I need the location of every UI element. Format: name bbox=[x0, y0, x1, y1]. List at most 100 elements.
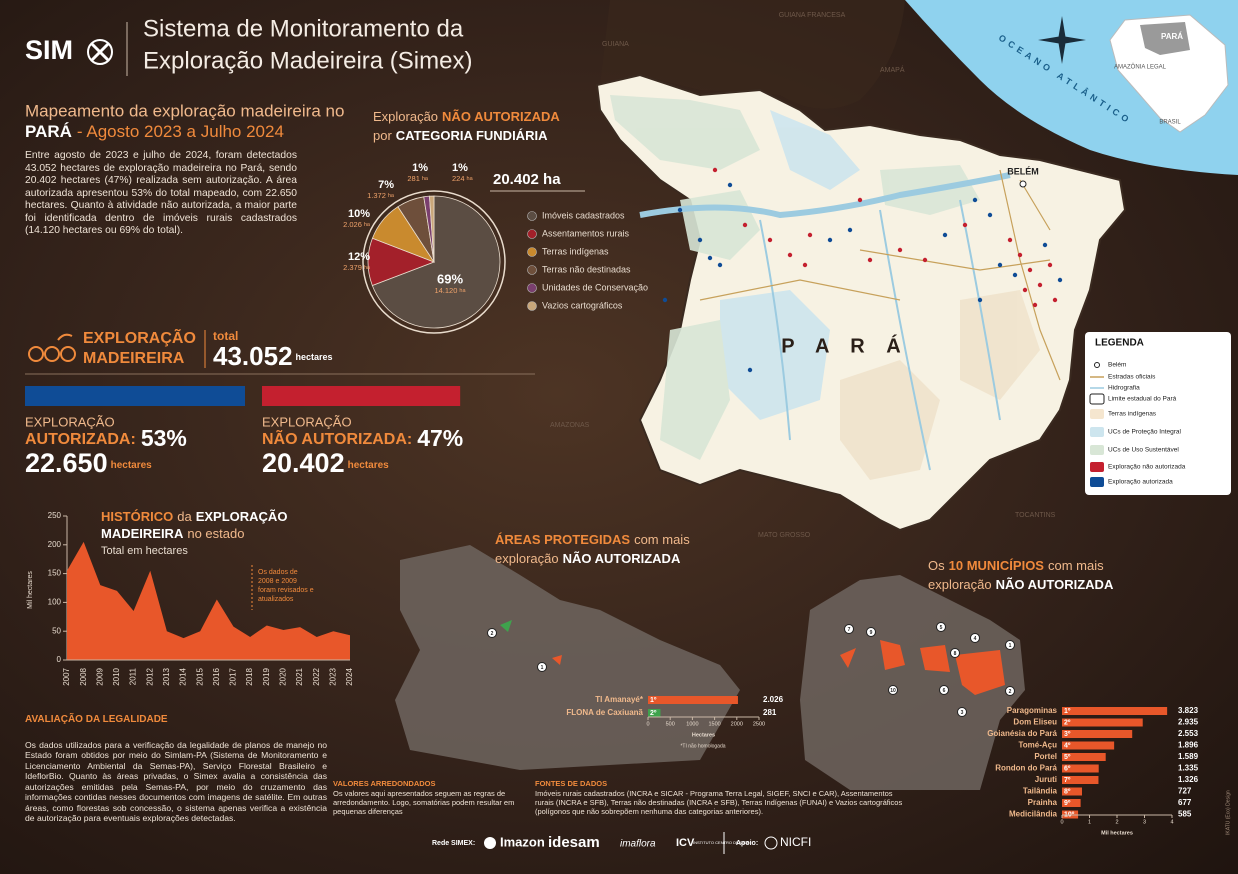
value-label: 2.026 bbox=[763, 695, 784, 704]
exploration-point bbox=[942, 232, 948, 238]
exploration-point bbox=[1042, 242, 1048, 248]
x-tick-label: 2022 bbox=[312, 667, 321, 685]
pie-legend-swatch bbox=[527, 265, 537, 275]
map-marker-label: 3 bbox=[961, 710, 964, 716]
pie-slice bbox=[429, 195, 435, 263]
exploration-point bbox=[987, 212, 993, 218]
partner-sub: INSTITUTO CENTRO DE VIDA bbox=[693, 840, 749, 845]
indigenous-land bbox=[960, 290, 1040, 400]
x-tick-label: 1000 bbox=[686, 721, 698, 727]
category-label: Medicilândia bbox=[1009, 810, 1058, 819]
x-tick-label: 1500 bbox=[708, 721, 720, 727]
value-label: 3.823 bbox=[1178, 706, 1199, 715]
pie-title: por CATEGORIA FUNDIÁRIA bbox=[373, 128, 548, 143]
pie-value: 2.379 bbox=[343, 263, 362, 272]
bar bbox=[648, 709, 661, 717]
neighbor-label: GUIANA bbox=[602, 41, 629, 48]
annotation: foram revisados e bbox=[258, 587, 314, 594]
pie-value: 2.026 bbox=[343, 220, 362, 229]
chart-title: exploração NÃO AUTORIZADA bbox=[495, 551, 681, 566]
x-tick-label: 2012 bbox=[145, 667, 154, 685]
neighbor-label: GUIANA FRANCESA bbox=[779, 12, 846, 19]
y-tick-label: 200 bbox=[48, 540, 62, 549]
pie-ring bbox=[362, 190, 506, 334]
exploration-point bbox=[1032, 302, 1038, 308]
inset-map: PARÁ AMAZÔNIA LEGAL BRASIL bbox=[1109, 14, 1229, 133]
summary-title: MADEIREIRA bbox=[83, 350, 185, 367]
pie-legend-label: Terras não destinadas bbox=[542, 264, 631, 274]
annotation: Os dados de bbox=[258, 569, 298, 576]
legend-swatch bbox=[1090, 427, 1104, 437]
map-marker-label: 2 bbox=[1009, 689, 1012, 695]
rank: 1º bbox=[650, 697, 657, 704]
exploration-point bbox=[1007, 237, 1013, 243]
legend-label: Hidrografia bbox=[1108, 385, 1140, 392]
exploration-point bbox=[747, 367, 753, 373]
summary-label: NÃO AUTORIZADA: 47% bbox=[262, 425, 463, 451]
category-label: Juruti bbox=[1035, 775, 1057, 784]
total-label: total bbox=[213, 329, 238, 343]
chart-title: exploração NÃO AUTORIZADA bbox=[928, 577, 1114, 592]
pie-percent: 1% bbox=[452, 162, 468, 174]
map-marker-label: 7 bbox=[848, 627, 851, 633]
exploration-point bbox=[1057, 277, 1063, 283]
state-silhouette bbox=[395, 545, 740, 770]
map-marker bbox=[1005, 686, 1015, 696]
neighbor-label: AMAPÁ bbox=[880, 65, 905, 74]
pie-slice bbox=[371, 195, 501, 329]
map-marker bbox=[844, 624, 854, 634]
pie-legend-swatch bbox=[527, 283, 537, 293]
summary-label-2: NÃO AUTORIZADA: bbox=[262, 428, 412, 448]
exploration-point bbox=[717, 262, 723, 268]
legend-swatch bbox=[1090, 445, 1104, 455]
summary-title: EXPLORAÇÃO bbox=[83, 327, 196, 347]
map-marker bbox=[487, 628, 497, 638]
category-label: Paragominas bbox=[1007, 706, 1058, 715]
rank: 8º bbox=[1064, 788, 1071, 795]
x-tick-label: 1 bbox=[1088, 819, 1091, 825]
area bbox=[67, 541, 350, 660]
state-silhouette bbox=[800, 575, 1025, 790]
exploration-point bbox=[1027, 267, 1033, 273]
exploration-point bbox=[847, 227, 853, 233]
exploration-point bbox=[802, 262, 808, 268]
x-tick-label: 2014 bbox=[179, 667, 188, 685]
value-label: 281 bbox=[763, 708, 777, 717]
bar bbox=[648, 696, 738, 704]
pie-title: Exploração NÃO AUTORIZADA bbox=[373, 109, 560, 124]
map-marker bbox=[936, 622, 946, 632]
legend-swatch bbox=[1090, 409, 1104, 419]
sources-title: FONTES DE DADOS bbox=[535, 779, 608, 788]
category-label: Tomé-Açu bbox=[1018, 741, 1057, 750]
chart-title-part: exploração bbox=[928, 577, 992, 592]
area-title: MADEIREIRA no estado bbox=[101, 526, 244, 541]
legend-label: Estradas oficiais bbox=[1108, 374, 1156, 381]
value-label: 1.896 bbox=[1178, 741, 1199, 750]
area-title: HISTÓRICO da EXPLORAÇÃO bbox=[101, 509, 287, 524]
pie-percent: 10% bbox=[348, 208, 370, 220]
legend-title: LEGENDA bbox=[1095, 338, 1144, 349]
legend-swatch bbox=[1090, 462, 1104, 472]
annotation: 2008 e 2009 bbox=[258, 578, 297, 585]
pie-legend-swatch bbox=[527, 301, 537, 311]
exploration-point bbox=[922, 257, 928, 263]
rank: 7º bbox=[1064, 777, 1071, 784]
summary-value: 20.402 hectares bbox=[262, 448, 389, 478]
bar bbox=[1062, 707, 1168, 715]
y-tick-label: 150 bbox=[48, 569, 62, 578]
x-tick-label: 500 bbox=[666, 721, 675, 727]
bar bbox=[1062, 799, 1081, 807]
exploration-point bbox=[857, 197, 863, 203]
rank: 4º bbox=[1064, 742, 1071, 749]
x-tick-label: 0 bbox=[646, 721, 649, 727]
indigenous-land bbox=[840, 360, 940, 480]
category-label: FLONA de Caxiuanã bbox=[566, 708, 643, 717]
municipality-shapes bbox=[840, 640, 1005, 695]
note: *TI não homologada bbox=[680, 743, 725, 749]
map-marker bbox=[866, 627, 876, 637]
pie-value-label: 2.379 ha bbox=[343, 263, 371, 272]
map-legend: LEGENDA Belém Estradas oficiais Hidrografi… bbox=[1085, 332, 1231, 495]
summary-value: 22.650 hectares bbox=[25, 448, 152, 478]
exploration-point bbox=[677, 207, 683, 213]
